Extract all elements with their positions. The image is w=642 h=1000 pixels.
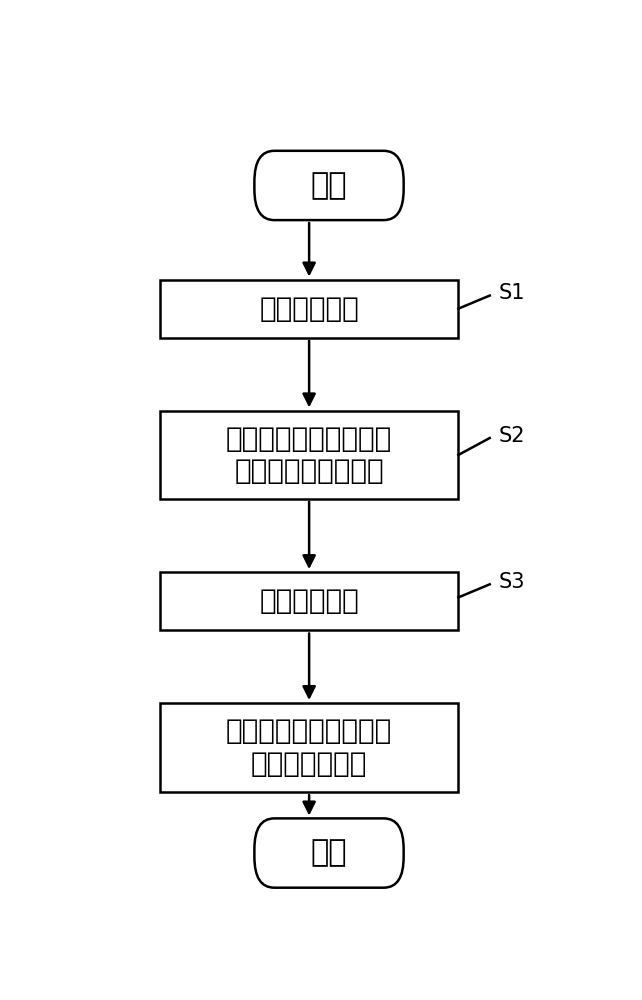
Text: 注入电压扰动: 注入电压扰动 [259, 295, 359, 323]
Text: 开始: 开始 [311, 171, 347, 200]
Text: 利用测量的线路阻抗负
向补偿下垂电阻: 利用测量的线路阻抗负 向补偿下垂电阻 [226, 717, 392, 778]
Bar [160, 572, 458, 630]
Text: 计算线路阻抗: 计算线路阻抗 [259, 587, 359, 615]
Text: 结束: 结束 [311, 839, 347, 868]
Text: 测量注入电压扰动后的
输出电压和输出电流: 测量注入电压扰动后的 输出电压和输出电流 [226, 425, 392, 485]
FancyBboxPatch shape [254, 818, 404, 888]
FancyBboxPatch shape [254, 151, 404, 220]
Bar [160, 280, 458, 338]
Text: S3: S3 [498, 572, 525, 592]
Bar [160, 703, 458, 792]
Text: S1: S1 [498, 283, 525, 303]
Text: S2: S2 [498, 426, 525, 446]
Bar [160, 411, 458, 499]
